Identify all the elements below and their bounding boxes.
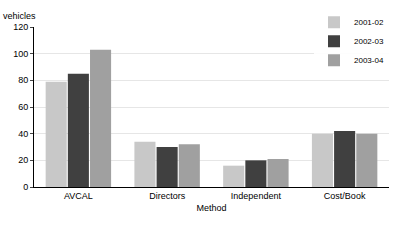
svg-text:2001-02: 2001-02 xyxy=(354,18,384,27)
svg-text:AVCAL: AVCAL xyxy=(64,191,93,201)
svg-text:Method: Method xyxy=(196,203,226,213)
svg-text:80: 80 xyxy=(18,75,28,85)
svg-text:vehicles: vehicles xyxy=(3,11,36,21)
svg-text:Directors: Directors xyxy=(149,191,186,201)
svg-text:40: 40 xyxy=(18,129,28,139)
svg-text:Cost/Book: Cost/Book xyxy=(324,191,366,201)
svg-text:2002-03: 2002-03 xyxy=(354,37,384,46)
svg-text:100: 100 xyxy=(13,49,28,59)
svg-text:Independent: Independent xyxy=(231,191,282,201)
svg-text:0: 0 xyxy=(23,182,28,192)
svg-text:120: 120 xyxy=(13,22,28,32)
svg-text:2003-04: 2003-04 xyxy=(354,56,384,65)
svg-text:20: 20 xyxy=(18,155,28,165)
svg-text:60: 60 xyxy=(18,102,28,112)
